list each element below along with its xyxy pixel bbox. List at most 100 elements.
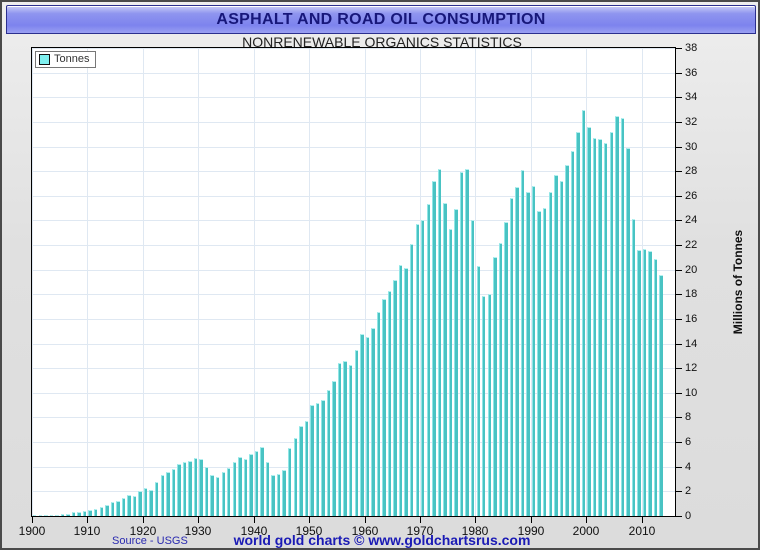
- y-axis-tick-label: 14: [685, 338, 698, 350]
- bar-1936: [232, 461, 237, 516]
- grid-line-horizontal: [32, 73, 675, 74]
- bar-1902: [44, 515, 48, 516]
- bar-1910: [88, 509, 92, 516]
- y-axis-tick-label: 20: [685, 264, 698, 276]
- bar-1968: [409, 243, 414, 516]
- bar-2013: [659, 274, 663, 516]
- bar-2011: [648, 251, 652, 516]
- bar-1951: [315, 402, 320, 516]
- bar-1943: [271, 475, 275, 516]
- x-axis-tick-label: 2010: [628, 524, 656, 538]
- legend-swatch-icon: [39, 53, 50, 65]
- bar-1930: [199, 459, 203, 516]
- x-axis-tick: [586, 517, 587, 523]
- x-axis-tick: [198, 517, 199, 523]
- bar-1942: [265, 461, 270, 516]
- bar-1941: [260, 447, 264, 516]
- bar-2005: [615, 115, 619, 516]
- y-axis-tick: [676, 220, 682, 221]
- y-axis-tick-label: 32: [685, 116, 698, 128]
- y-axis-tick: [676, 393, 682, 394]
- x-axis-tick: [642, 517, 643, 523]
- bar-1911: [94, 509, 98, 516]
- y-axis-tick-label: 18: [685, 288, 698, 300]
- bar-1921: [149, 490, 153, 516]
- bar-1969: [415, 224, 419, 516]
- bar-1935: [227, 467, 231, 516]
- y-axis-tick: [676, 270, 682, 271]
- bar-1931: [204, 466, 209, 516]
- x-axis: 1900 1910 1920 1930 1940 1950 1960 1970 1980 1990…: [19, 517, 676, 539]
- bar-1903: [49, 514, 54, 516]
- chart-legend: Tonnes: [35, 51, 97, 68]
- y-axis-tick: [676, 344, 682, 345]
- legend-label: Tonnes: [54, 53, 90, 65]
- y-axis-tick: [676, 196, 682, 197]
- y-axis: 0 2 4 6 8 10 12 14 16 18 20 22 24 26 28 30 32 34 36 38: [676, 42, 716, 522]
- y-axis-tick: [676, 294, 682, 295]
- bar-1937: [238, 456, 242, 516]
- bar-1993: [548, 192, 552, 516]
- y-axis-title-label: Millions of Tonnes: [731, 229, 745, 335]
- bar-2000: [587, 126, 591, 516]
- grid-line-vertical: [32, 48, 33, 516]
- bar-1966: [398, 264, 403, 516]
- x-axis-tick: [309, 517, 310, 523]
- bar-1922: [155, 481, 159, 516]
- bar-1925: [171, 469, 176, 516]
- y-axis-tick: [676, 491, 682, 492]
- grid-line-horizontal: [32, 491, 675, 492]
- bar-1981: [482, 295, 486, 516]
- bar-1916: [121, 497, 126, 516]
- bar-1980: [476, 266, 480, 516]
- bar-1958: [354, 349, 358, 516]
- y-axis-tick: [676, 147, 682, 148]
- grid-line-horizontal: [32, 319, 675, 320]
- bar-1908: [77, 511, 81, 516]
- plot-canvas: Tonnes: [31, 47, 676, 517]
- bar-1926: [177, 464, 181, 516]
- x-axis-tick-label: 1970: [406, 524, 434, 538]
- bar-1986: [509, 198, 514, 516]
- grid-line-horizontal: [32, 220, 675, 221]
- bar-1973: [437, 168, 442, 516]
- bar-1909: [82, 511, 87, 516]
- x-axis-tick-label: 1940: [240, 524, 268, 538]
- grid-line-horizontal: [32, 97, 675, 98]
- grid-line-vertical: [586, 48, 587, 516]
- bar-1906: [66, 513, 70, 516]
- x-axis-tick: [143, 517, 144, 523]
- bar-1954: [332, 380, 336, 516]
- y-axis-tick-label: 34: [685, 91, 698, 103]
- grid-line-horizontal: [32, 245, 675, 246]
- x-axis-tick-label: 1990: [517, 524, 545, 538]
- grid-line-horizontal: [32, 294, 675, 295]
- x-axis-tick-label: 2000: [572, 524, 600, 538]
- x-axis-tick: [32, 517, 33, 523]
- bar-2010: [642, 248, 647, 516]
- bar-1971: [426, 204, 431, 516]
- y-axis-tick-label: 26: [685, 190, 698, 202]
- bar-1917: [127, 495, 131, 516]
- bar-1985: [504, 221, 508, 516]
- x-axis-tick: [365, 517, 366, 523]
- y-axis-tick: [676, 516, 682, 517]
- bar-1928: [188, 460, 192, 516]
- grid-line-vertical: [143, 48, 144, 516]
- grid-line-horizontal: [32, 171, 675, 172]
- y-axis-tick-label: 16: [685, 313, 698, 325]
- bar-1983: [493, 257, 497, 516]
- bar-1924: [166, 471, 170, 516]
- bar-2004: [609, 131, 613, 516]
- grid-line-horizontal: [32, 442, 675, 443]
- bar-1949: [304, 421, 309, 516]
- grid-line-vertical: [309, 48, 310, 516]
- y-axis-tick: [676, 368, 682, 369]
- bar-2002: [598, 139, 602, 516]
- x-axis-tick: [420, 517, 421, 523]
- grid-line-horizontal: [32, 122, 675, 123]
- bar-1960: [365, 337, 370, 516]
- bar-series: [32, 48, 675, 516]
- chart-subtitle: NONRENEWABLE ORGANICS STATISTICS: [242, 34, 522, 50]
- bar-1932: [210, 475, 214, 516]
